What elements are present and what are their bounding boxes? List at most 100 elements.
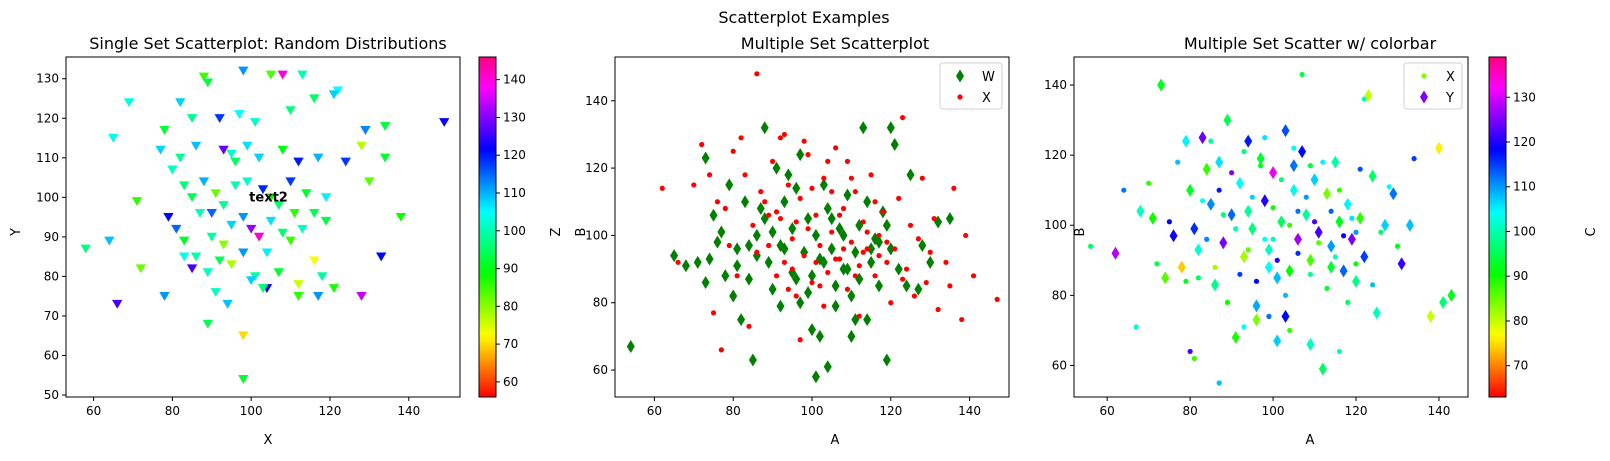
- data-point-z: [226, 260, 237, 270]
- data-point-z: [360, 125, 371, 135]
- data-point-x: [1241, 149, 1247, 155]
- data-point-x: [777, 215, 784, 222]
- data-point-x: [931, 215, 937, 222]
- data-point-w: [859, 121, 868, 135]
- data-point-x: [817, 283, 823, 289]
- data-point-w: [792, 181, 801, 195]
- x-axis-label: A: [831, 433, 840, 448]
- data-point-x: [844, 158, 851, 164]
- data-point-w: [918, 239, 927, 253]
- colorbar: 70 80 90 100 110 120 130: [1488, 56, 1536, 398]
- colorbar-tick-label: 120: [1513, 135, 1536, 149]
- data-point-y: [1190, 222, 1199, 236]
- data-point-z: [249, 118, 261, 127]
- data-point-x: [1361, 96, 1367, 102]
- data-point-x: [801, 253, 807, 259]
- colorbar-gradient: [478, 56, 497, 398]
- data-point-x: [1307, 163, 1313, 169]
- legend-box: [939, 62, 1003, 110]
- data-point-z: [163, 212, 174, 222]
- data-point-x: [872, 199, 878, 205]
- data-point-y: [1327, 239, 1336, 253]
- data-point-x: [833, 145, 839, 151]
- data-point-x: [699, 141, 705, 148]
- x-tick-label: 60: [86, 404, 101, 418]
- data-point-x: [1258, 163, 1264, 169]
- data-point-y: [1198, 131, 1207, 145]
- data-point-x: [1370, 282, 1376, 288]
- data-point-w: [792, 272, 801, 286]
- data-point-x: [773, 209, 780, 215]
- data-point-z: [301, 189, 312, 199]
- data-point-y: [1434, 141, 1443, 155]
- legend-label: Y: [1445, 91, 1454, 106]
- data-point-x: [1229, 170, 1235, 176]
- data-point-y: [1368, 169, 1377, 183]
- data-point-w: [863, 313, 872, 327]
- data-point-x: [1332, 254, 1338, 260]
- data-point-w: [808, 269, 816, 283]
- data-point-w: [867, 255, 876, 269]
- data-point-z: [218, 145, 229, 155]
- data-point-z: [206, 232, 217, 242]
- data-point-w: [839, 228, 848, 242]
- data-point-x: [884, 239, 890, 245]
- plot-area: 60 80 100 120 140 60 80 100 120 140: [1044, 56, 1469, 418]
- data-point-x: [896, 195, 902, 201]
- data-point-w: [874, 279, 883, 293]
- data-point-y: [1298, 145, 1307, 159]
- colorbar-tick-label: 100: [503, 224, 526, 238]
- data-point-z: [257, 284, 269, 293]
- data-point-x: [900, 114, 906, 121]
- data-point-z: [238, 375, 249, 384]
- data-point-w: [780, 242, 789, 256]
- data-point-x: [785, 286, 791, 292]
- data-point-x: [754, 249, 760, 255]
- data-point-x: [1154, 261, 1160, 267]
- colorbar-tick-label: 90: [1513, 269, 1528, 283]
- data-point-w: [760, 121, 769, 135]
- data-point-y: [1211, 278, 1220, 292]
- data-point-x: [947, 283, 953, 289]
- data-point-x: [809, 185, 815, 191]
- data-point-x: [911, 293, 918, 299]
- data-point-x: [726, 242, 732, 249]
- data-point-x: [1353, 229, 1359, 235]
- data-point-w: [804, 286, 813, 300]
- data-point-z: [179, 181, 190, 191]
- data-point-x: [1253, 278, 1260, 284]
- colorbar-tick-label: 80: [1513, 314, 1528, 328]
- data-point-x: [730, 148, 736, 154]
- data-point-w: [733, 242, 742, 256]
- data-point-z: [202, 78, 214, 88]
- data-point-z: [316, 272, 328, 282]
- data-point-x: [1224, 299, 1231, 305]
- data-point-z: [186, 193, 198, 203]
- data-point-x: [1274, 257, 1280, 263]
- data-point-x: [766, 212, 772, 218]
- data-point-x: [840, 246, 847, 252]
- data-point-w: [701, 151, 710, 165]
- data-point-w: [713, 235, 722, 249]
- legend-label: X: [982, 91, 991, 106]
- y-tick-label: 120: [1044, 148, 1067, 162]
- data-point-x: [1336, 187, 1343, 193]
- data-point-x: [821, 303, 827, 309]
- data-point-y: [1223, 113, 1232, 127]
- data-point-y: [1318, 362, 1327, 376]
- data-point-x: [758, 189, 764, 195]
- data-point-z: [312, 153, 324, 163]
- data-point-w: [808, 323, 816, 337]
- y-tick-label: 60: [44, 348, 59, 362]
- data-point-y: [1343, 197, 1352, 211]
- colorbar-tick-label: 130: [503, 110, 526, 124]
- x-tick-label: 80: [1182, 404, 1197, 418]
- colorbar-tick-label: 130: [1513, 90, 1536, 104]
- data-point-x: [770, 158, 776, 164]
- data-points: [1087, 71, 1456, 386]
- data-point-w: [847, 329, 856, 343]
- data-point-z: [273, 201, 284, 210]
- data-point-w: [819, 178, 828, 192]
- data-point-w: [815, 329, 824, 343]
- data-point-z: [285, 236, 296, 246]
